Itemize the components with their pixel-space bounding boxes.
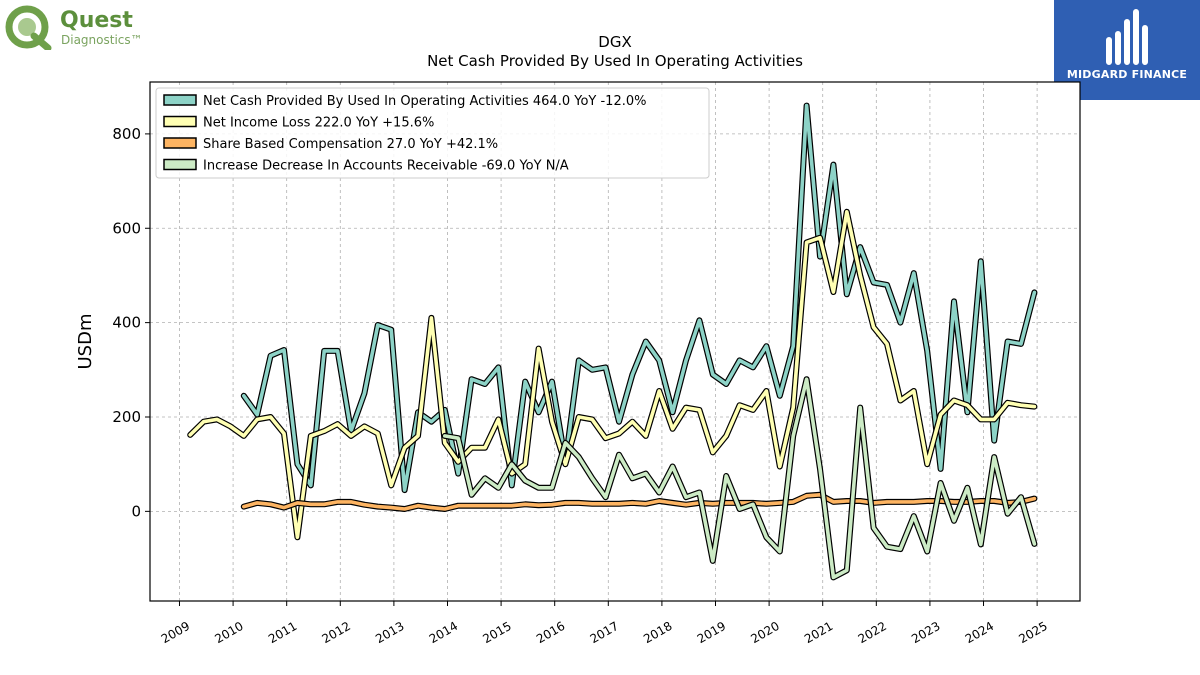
y-tick-label: 0 [131,502,141,520]
series-1-line [188,210,1037,540]
axes-frame [149,81,1081,602]
series-0-line [242,103,1037,492]
x-tick-label: 2021 [802,619,835,646]
x-tick-label: 2018 [641,619,674,646]
x-tick-label: 2017 [588,619,621,646]
x-tick-label: 2015 [480,619,513,646]
legend-swatch [163,94,197,106]
x-tick-label: 2014 [427,619,460,646]
x-tick-label: 2016 [534,619,567,646]
x-tick-label: 2020 [748,619,781,646]
series-2-line [242,492,1037,511]
x-tick-label: 2022 [856,619,889,646]
quest-logo-name: Quest [60,8,133,33]
x-tick-label: 2010 [212,619,245,646]
x-tick-label: 2024 [963,619,996,646]
quest-logo-subtitle: Diagnostics™ [61,33,143,47]
legend-label: Net Income Loss 222.0 YoY +15.6% [203,116,434,131]
series-3-line [442,377,1037,580]
legend-swatch [163,137,197,149]
x-tick-label: 2019 [695,619,728,646]
y-tick-label: 800 [112,125,141,143]
quest-diagnostics-logo: Quest Diagnostics™ [4,4,174,52]
legend-label: Share Based Compensation 27.0 YoY +42.1% [203,137,498,152]
x-tick-label: 2011 [266,619,299,646]
quest-logo-icon [5,5,52,50]
x-tick-label: 2023 [909,619,942,646]
y-tick-label: 600 [112,219,141,237]
midgard-logo-text: MIDGARD FINANCE [1066,68,1188,81]
legend-swatch [163,115,197,128]
x-tick-label: 2012 [320,619,353,646]
x-tick-label: 2025 [1016,619,1049,646]
chart-subtitle: Net Cash Provided By Used In Operating A… [427,52,803,70]
y-tick-label: 200 [112,408,141,426]
legend-label: Net Cash Provided By Used In Operating A… [203,94,646,109]
legend-box [155,87,710,179]
midgard-logo-icon [1106,9,1148,65]
chart-title: DGX [598,33,632,51]
legend-swatch [163,158,197,171]
y-tick-label: 400 [112,314,141,332]
legend-label: Increase Decrease In Accounts Receivable… [203,159,569,174]
x-tick-label: 2013 [373,619,406,646]
y-axis-label: USDm [75,314,96,370]
x-tick-label: 2009 [159,619,192,646]
